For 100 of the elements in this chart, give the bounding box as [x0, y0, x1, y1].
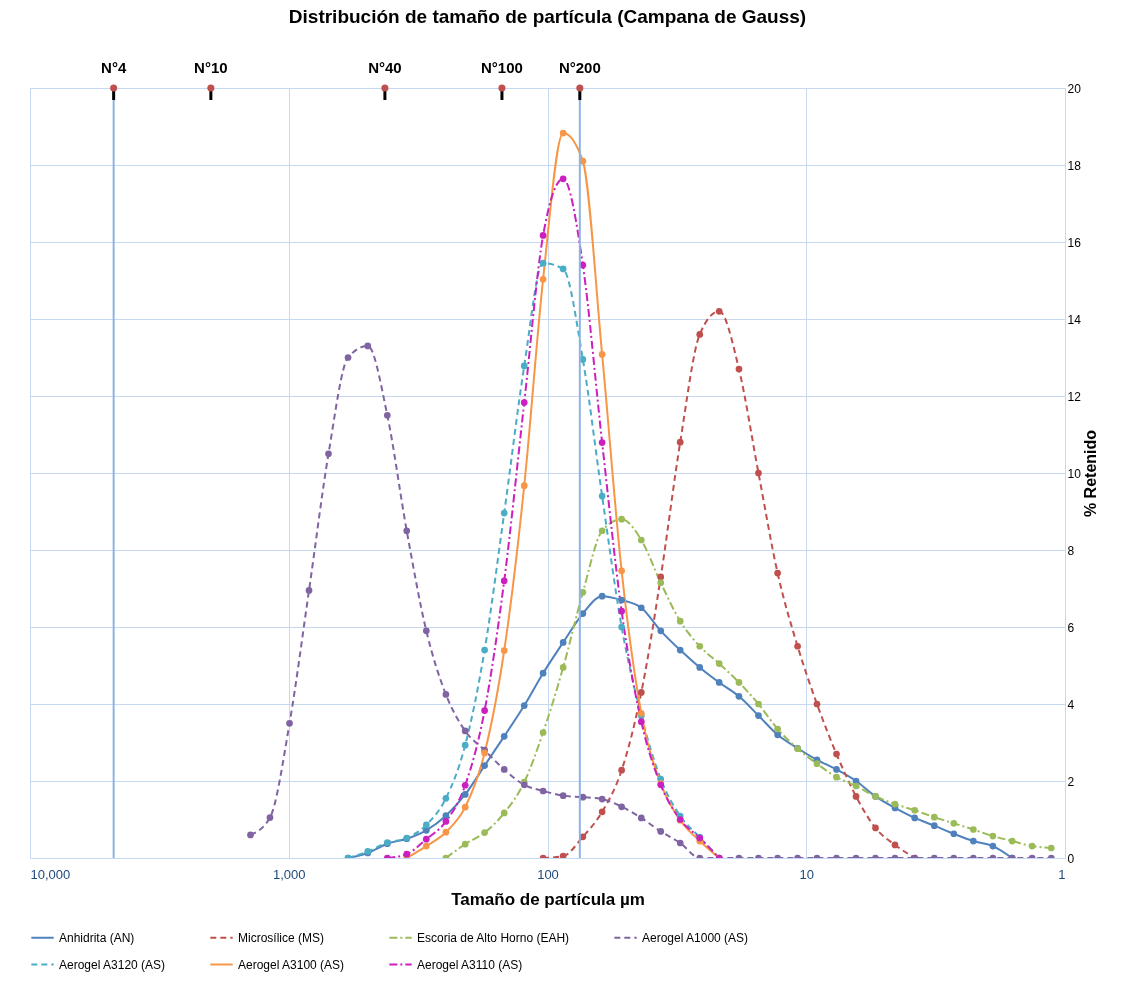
point [481, 762, 488, 769]
point [637, 604, 645, 612]
legend-label: Anhidrita (AN) [59, 930, 135, 945]
annotation: N°4 [101, 59, 127, 76]
point [442, 828, 450, 836]
point [598, 351, 606, 358]
y-tick-label: 16 [1067, 235, 1082, 250]
point [794, 642, 801, 650]
point [539, 729, 547, 736]
point [559, 664, 567, 671]
point [559, 175, 567, 183]
point [755, 700, 762, 708]
point [559, 852, 567, 858]
legend-label: Aerogel A3120 (AS) [59, 957, 166, 972]
point [755, 469, 762, 477]
point [774, 569, 781, 577]
x-tick-label: 10,000 [30, 866, 71, 882]
point [500, 809, 508, 817]
point [422, 627, 430, 635]
x-tick-label: 100 [537, 866, 559, 882]
point [735, 365, 743, 373]
point [989, 842, 997, 850]
x-tick-label: 1,000 [272, 866, 306, 882]
y-tick-label: 2 [1067, 774, 1075, 789]
point [852, 782, 860, 790]
point [344, 354, 352, 361]
point [989, 832, 997, 840]
point [774, 725, 781, 733]
point [598, 795, 606, 803]
point [657, 573, 665, 581]
point [500, 766, 508, 773]
point [950, 820, 958, 827]
point [911, 806, 919, 814]
point [305, 587, 313, 594]
chart-title: Distribución de tamaño de partícula (Campana de Gauss) [288, 6, 807, 27]
point [970, 826, 977, 833]
point [442, 691, 450, 698]
point [481, 646, 488, 654]
point [676, 617, 684, 625]
point [735, 692, 743, 700]
point [618, 766, 625, 774]
point [735, 679, 743, 686]
point [715, 307, 723, 315]
y-tick-label: 6 [1067, 620, 1075, 635]
point [637, 718, 645, 726]
legend-label: Aerogel A3110 (AS) [417, 957, 523, 972]
legend-label: Microsílice (MS) [238, 930, 324, 945]
point [1008, 837, 1016, 845]
point [461, 803, 469, 811]
point [559, 265, 567, 273]
point [715, 679, 723, 686]
point [325, 450, 332, 458]
point [422, 842, 430, 850]
point [813, 760, 821, 768]
y-tick-label: 14 [1067, 312, 1082, 327]
point [657, 627, 665, 635]
y-tick-label: 10 [1067, 466, 1082, 481]
point [403, 527, 411, 535]
point [657, 579, 665, 587]
y-tick-label: 8 [1067, 543, 1075, 558]
point [598, 527, 606, 535]
point [657, 828, 665, 835]
annotation: N°200 [558, 59, 601, 76]
point [911, 814, 919, 822]
y-tick-label: 4 [1067, 697, 1075, 712]
point [442, 812, 450, 819]
point [774, 731, 781, 739]
point [539, 669, 547, 677]
point [422, 835, 430, 843]
x-tick-label: 1 [1058, 866, 1066, 882]
point [696, 664, 704, 671]
point [696, 331, 704, 338]
point [364, 342, 372, 350]
point [383, 411, 391, 419]
legend-label: Aerogel A1000 (AS) [642, 930, 749, 945]
point [539, 787, 547, 795]
point [500, 577, 508, 585]
point [872, 824, 879, 832]
point [442, 818, 450, 825]
point [813, 700, 821, 708]
y-tick-label: 20 [1067, 81, 1082, 96]
point [539, 259, 547, 267]
point [618, 567, 625, 575]
point [422, 821, 430, 829]
point [520, 399, 528, 406]
annotation: N°100 [481, 59, 523, 76]
point [833, 766, 840, 773]
point [461, 741, 469, 749]
point [970, 837, 977, 845]
point [461, 781, 469, 789]
point [559, 792, 567, 799]
annotation: N°10 [194, 59, 228, 76]
point [461, 791, 469, 798]
y-axis-title: % Retenido [1081, 429, 1099, 518]
point [618, 515, 625, 523]
point [696, 642, 704, 650]
point [520, 362, 528, 370]
point [637, 536, 645, 544]
point [930, 813, 938, 821]
point [598, 492, 606, 500]
